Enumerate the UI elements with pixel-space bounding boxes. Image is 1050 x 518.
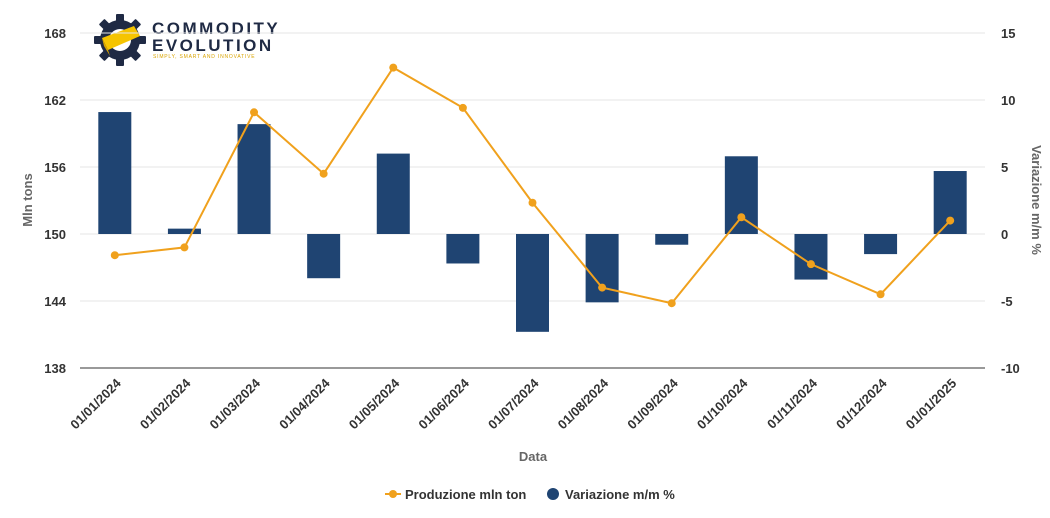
right-tick-label: 0 [1001, 227, 1008, 242]
line-point[interactable] [667, 299, 676, 308]
line-point[interactable] [458, 103, 467, 112]
line-series [110, 63, 955, 308]
bar[interactable] [655, 234, 689, 245]
legend-item-bar[interactable]: Variazione m/m % [547, 487, 675, 502]
x-tick-label: 01/05/2024 [346, 375, 403, 432]
brand-tagline: SIMPLY, SMART AND INNOVATIVE [153, 54, 255, 60]
line-point[interactable] [946, 216, 955, 225]
bar[interactable] [376, 153, 410, 234]
x-tick-label: 01/09/2024 [624, 375, 681, 432]
line-point[interactable] [876, 290, 885, 299]
left-axis-ticks: 138 144 150 156 162 168 [44, 26, 66, 376]
line-point[interactable] [180, 243, 189, 252]
bar[interactable] [307, 234, 341, 279]
left-tick-label: 162 [44, 93, 66, 108]
x-tick-label: 01/12/2024 [833, 375, 890, 432]
bar[interactable] [516, 234, 549, 332]
left-tick-label: 150 [44, 227, 66, 242]
x-axis-ticks: 01/01/2024 01/02/2024 01/03/2024 01/04/2024… [67, 375, 959, 432]
right-tick-label: 10 [1001, 93, 1015, 108]
bar[interactable] [585, 234, 619, 303]
right-tick-label: 15 [1001, 26, 1015, 41]
legend: Produzione mln ton Variazione m/m % [385, 487, 675, 502]
right-tick-label: 5 [1001, 160, 1008, 175]
left-tick-label: 144 [44, 294, 66, 309]
bar[interactable] [864, 234, 898, 255]
line-point[interactable] [250, 108, 259, 117]
x-tick-label: 01/02/2024 [137, 375, 194, 432]
right-axis-ticks: -10 -5 0 5 10 15 [1001, 26, 1020, 376]
bar[interactable] [724, 156, 758, 234]
line-point[interactable] [598, 283, 607, 292]
bar[interactable] [98, 112, 132, 234]
brand-line2: EVOLUTION [152, 36, 274, 55]
x-tick-label: 01/11/2024 [764, 375, 821, 432]
bar-series [98, 112, 967, 332]
right-tick-label: -10 [1001, 361, 1020, 376]
right-axis-title: Variazione m/m % [1029, 145, 1044, 255]
bar[interactable] [446, 234, 480, 264]
line-point[interactable] [806, 260, 815, 269]
left-tick-label: 168 [44, 26, 66, 41]
brand-logo: COMMODITY EVOLUTION SIMPLY, SMART AND IN… [94, 14, 278, 66]
left-tick-label: 156 [44, 160, 66, 175]
legend-label-bar: Variazione m/m % [565, 487, 675, 502]
x-tick-label: 01/07/2024 [485, 375, 542, 432]
x-tick-label: 01/01/2025 [903, 376, 960, 433]
x-axis-title: Data [519, 449, 548, 464]
legend-label-line: Produzione mln ton [405, 487, 526, 502]
x-tick-label: 01/06/2024 [415, 375, 472, 432]
bar[interactable] [237, 124, 271, 234]
legend-line-marker [389, 490, 397, 498]
line-point[interactable] [737, 213, 746, 222]
left-tick-label: 138 [44, 361, 66, 376]
left-axis-title: Mln tons [20, 173, 35, 226]
x-tick-label: 01/01/2024 [67, 375, 124, 432]
gear-icon [94, 14, 146, 66]
x-tick-label: 01/04/2024 [276, 375, 333, 432]
bar[interactable] [167, 228, 201, 234]
line-point[interactable] [110, 251, 119, 260]
legend-item-line[interactable]: Produzione mln ton [385, 487, 526, 502]
line-point[interactable] [528, 198, 537, 207]
right-tick-label: -5 [1001, 294, 1013, 309]
line-point[interactable] [389, 63, 398, 72]
x-tick-label: 01/03/2024 [207, 375, 264, 432]
line-point[interactable] [319, 169, 328, 178]
legend-bar-marker [547, 488, 559, 500]
x-tick-label: 01/08/2024 [555, 375, 612, 432]
x-tick-label: 01/10/2024 [694, 375, 751, 432]
